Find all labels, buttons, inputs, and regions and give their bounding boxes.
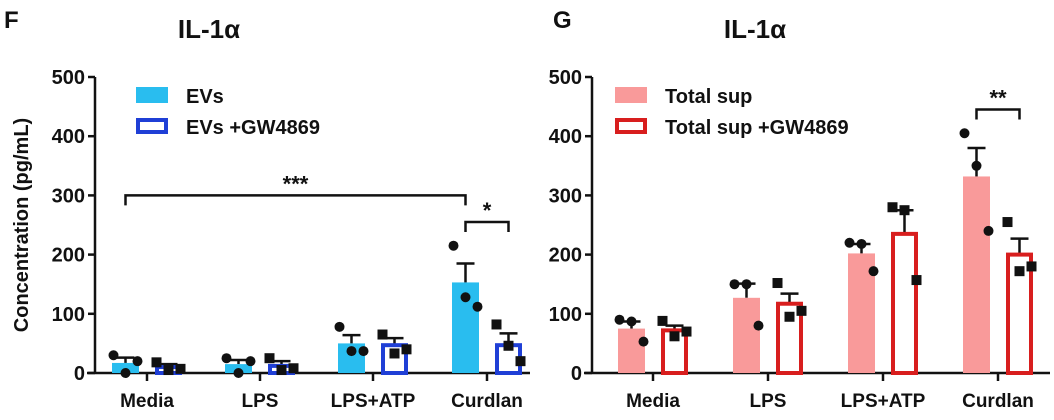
data-point	[887, 202, 898, 213]
y-tick-label: 500	[549, 67, 582, 89]
y-tick-label: 400	[52, 126, 85, 148]
data-point	[796, 305, 807, 316]
data-point	[264, 353, 275, 364]
significance-label: *	[483, 198, 492, 223]
data-point	[276, 365, 287, 376]
data-point	[358, 346, 369, 357]
data-point	[741, 279, 752, 290]
significance-label: ***	[283, 171, 309, 196]
bar	[661, 328, 688, 376]
y-tick-label: 500	[52, 67, 85, 89]
data-point	[657, 315, 668, 326]
data-point	[729, 279, 740, 290]
y-tick-label: 200	[52, 245, 85, 267]
x-tick-label: LPS	[242, 391, 279, 412]
y-tick-label: 300	[549, 185, 582, 207]
data-point	[983, 225, 994, 236]
data-point	[856, 238, 867, 249]
data-point	[1026, 261, 1037, 272]
significance-bracket	[464, 220, 510, 233]
bar	[733, 297, 760, 373]
significance-label: **	[989, 86, 1007, 111]
x-tick-label: Curdlan	[962, 391, 1034, 412]
y-tick-label: 100	[549, 304, 582, 326]
bar	[776, 301, 803, 375]
data-point	[108, 350, 119, 361]
data-point	[233, 368, 244, 378]
data-point	[151, 357, 162, 368]
panel-f: F IL-1α Concentration (pg/mL) 0 100 200 300…	[4, 7, 530, 412]
data-point	[346, 346, 357, 357]
panel-g: G IL-1α 0 100 200 300 400 500 Media LPS LPS+ATP C…	[549, 7, 1050, 412]
y-tick-label: 200	[549, 245, 582, 267]
bar	[891, 231, 918, 375]
data-point	[899, 205, 910, 216]
data-point	[844, 237, 855, 248]
data-point	[288, 363, 299, 374]
legend-label: Total sup	[665, 86, 752, 108]
data-point	[377, 329, 388, 340]
data-point	[1002, 217, 1013, 228]
data-point	[175, 363, 186, 374]
data-point	[753, 320, 764, 331]
legend-swatch	[615, 87, 647, 103]
x-tick-label: Media	[120, 391, 174, 412]
data-point	[132, 356, 143, 367]
y-axis-label: Concentration (pg/mL)	[11, 118, 33, 332]
significance-bracket	[975, 108, 1021, 120]
data-point	[221, 353, 232, 364]
data-point	[959, 128, 970, 139]
legend-label: EVs +GW4869	[186, 117, 320, 139]
x-tick-label: Curdlan	[451, 391, 523, 412]
bar	[381, 343, 408, 375]
x-tick-label: Media	[626, 391, 680, 412]
data-point	[515, 356, 526, 367]
data-point	[503, 340, 514, 351]
legend-swatch	[136, 87, 168, 103]
bar	[963, 176, 990, 373]
data-point	[1014, 266, 1025, 277]
data-point	[681, 326, 692, 337]
x-tick-label: LPS+ATP	[841, 391, 926, 412]
data-point	[401, 344, 412, 355]
bar	[618, 328, 645, 373]
y-tick-label: 100	[52, 304, 85, 326]
x-tick-label: LPS	[750, 391, 787, 412]
data-point	[472, 301, 483, 312]
data-point	[638, 336, 649, 347]
data-point	[120, 368, 131, 378]
bar	[1006, 252, 1033, 376]
legend-label: Total sup +GW4869	[665, 117, 849, 139]
legend-swatch	[615, 118, 647, 134]
chart-title: IL-1α	[178, 14, 240, 44]
data-point	[389, 348, 400, 359]
data-point	[163, 365, 174, 376]
data-point	[868, 266, 879, 277]
y-tick-label: 300	[52, 185, 85, 207]
legend-swatch	[136, 118, 168, 134]
data-point	[784, 311, 795, 322]
data-point	[911, 275, 922, 286]
y-tick-label: 400	[549, 126, 582, 148]
data-point	[626, 316, 637, 327]
significance-bracket	[124, 194, 467, 206]
data-point	[491, 319, 502, 330]
bar	[112, 362, 139, 373]
data-point	[772, 278, 783, 289]
data-point	[614, 314, 625, 325]
x-tick-label: LPS+ATP	[331, 391, 416, 412]
panel-letter: G	[553, 7, 572, 34]
data-point	[460, 292, 471, 303]
data-point	[971, 160, 982, 171]
data-point	[448, 240, 459, 251]
data-point	[334, 321, 345, 332]
y-tick-label: 0	[571, 363, 582, 385]
y-tick-label: 0	[74, 363, 85, 385]
chart-title: IL-1α	[724, 14, 786, 44]
data-point	[669, 331, 680, 342]
data-point	[245, 356, 256, 367]
panel-letter: F	[4, 7, 19, 34]
legend-label: EVs	[186, 86, 224, 108]
